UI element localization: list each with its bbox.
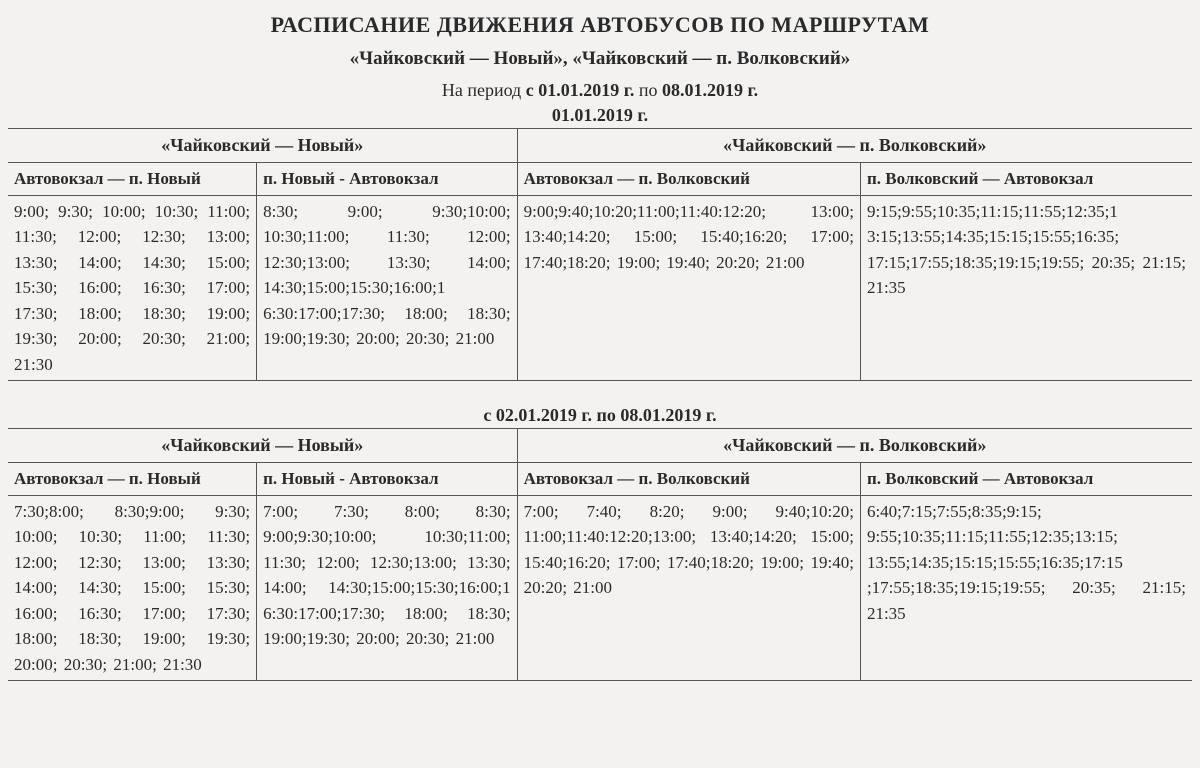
dir-header: п. Волковский — Автовокзал xyxy=(860,463,1192,496)
route-header-2a: «Чайковский — Новый» xyxy=(8,429,517,463)
schedule-table-1: «Чайковский — Новый» «Чайковский — п. Во… xyxy=(8,128,1192,381)
schedule-table-2: «Чайковский — Новый» «Чайковский — п. Во… xyxy=(8,428,1192,681)
dir-header: Автовокзал — п. Новый xyxy=(8,163,257,196)
route-header-2b: «Чайковский — п. Волковский» xyxy=(517,429,1192,463)
dir-header: Автовокзал — п. Волковский xyxy=(517,463,860,496)
times-cell: 7:30;8:00; 8:30;9:00; 9:30; 10:00; 10:30… xyxy=(8,495,257,681)
times-cell: 9:00; 9:30; 10:00; 10:30; 11:00; 11:30; … xyxy=(8,195,257,381)
section-date-1: 01.01.2019 г. xyxy=(8,105,1192,126)
section-date-2: с 02.01.2019 г. по 08.01.2019 г. xyxy=(8,405,1192,426)
routes-subtitle: «Чайковский — Новый», «Чайковский — п. В… xyxy=(8,48,1192,70)
route-header-1b: «Чайковский — п. Волковский» xyxy=(517,129,1192,163)
dir-header: п. Волковский — Автовокзал xyxy=(860,163,1192,196)
dir-header: Автовокзал — п. Новый xyxy=(8,463,257,496)
period-line: На период с 01.01.2019 г. по 08.01.2019 … xyxy=(8,80,1192,101)
dir-header: Автовокзал — п. Волковский xyxy=(517,163,860,196)
times-cell: 8:30; 9:00; 9:30;10:00; 10:30;11:00; 11:… xyxy=(257,195,517,381)
route-header-1a: «Чайковский — Новый» xyxy=(8,129,517,163)
period-from: с 01.01.2019 г. xyxy=(526,80,639,100)
times-cell: 9:00;9:40;10:20;11:00;11:40:12:20; 13:00… xyxy=(517,195,860,381)
dir-header: п. Новый - Автовокзал xyxy=(257,163,517,196)
period-prefix: На период xyxy=(442,80,526,100)
period-to: 08.01.2019 г. xyxy=(662,80,758,100)
times-cell: 9:15;9:55;10:35;11:15;11:55;12:35;1 3:15… xyxy=(860,195,1192,381)
dir-header: п. Новый - Автовокзал xyxy=(257,463,517,496)
times-cell: 7:00; 7:30; 8:00; 8:30; 9:00;9:30;10:00;… xyxy=(257,495,517,681)
times-cell: 6:40;7:15;7:55;8:35;9:15; 9:55;10:35;11:… xyxy=(860,495,1192,681)
main-title: РАСПИСАНИЕ ДВИЖЕНИЯ АВТОБУСОВ ПО МАРШРУТ… xyxy=(8,12,1192,38)
period-mid: по xyxy=(639,80,662,100)
times-cell: 7:00; 7:40; 8:20; 9:00; 9:40;10:20; 11:0… xyxy=(517,495,860,681)
